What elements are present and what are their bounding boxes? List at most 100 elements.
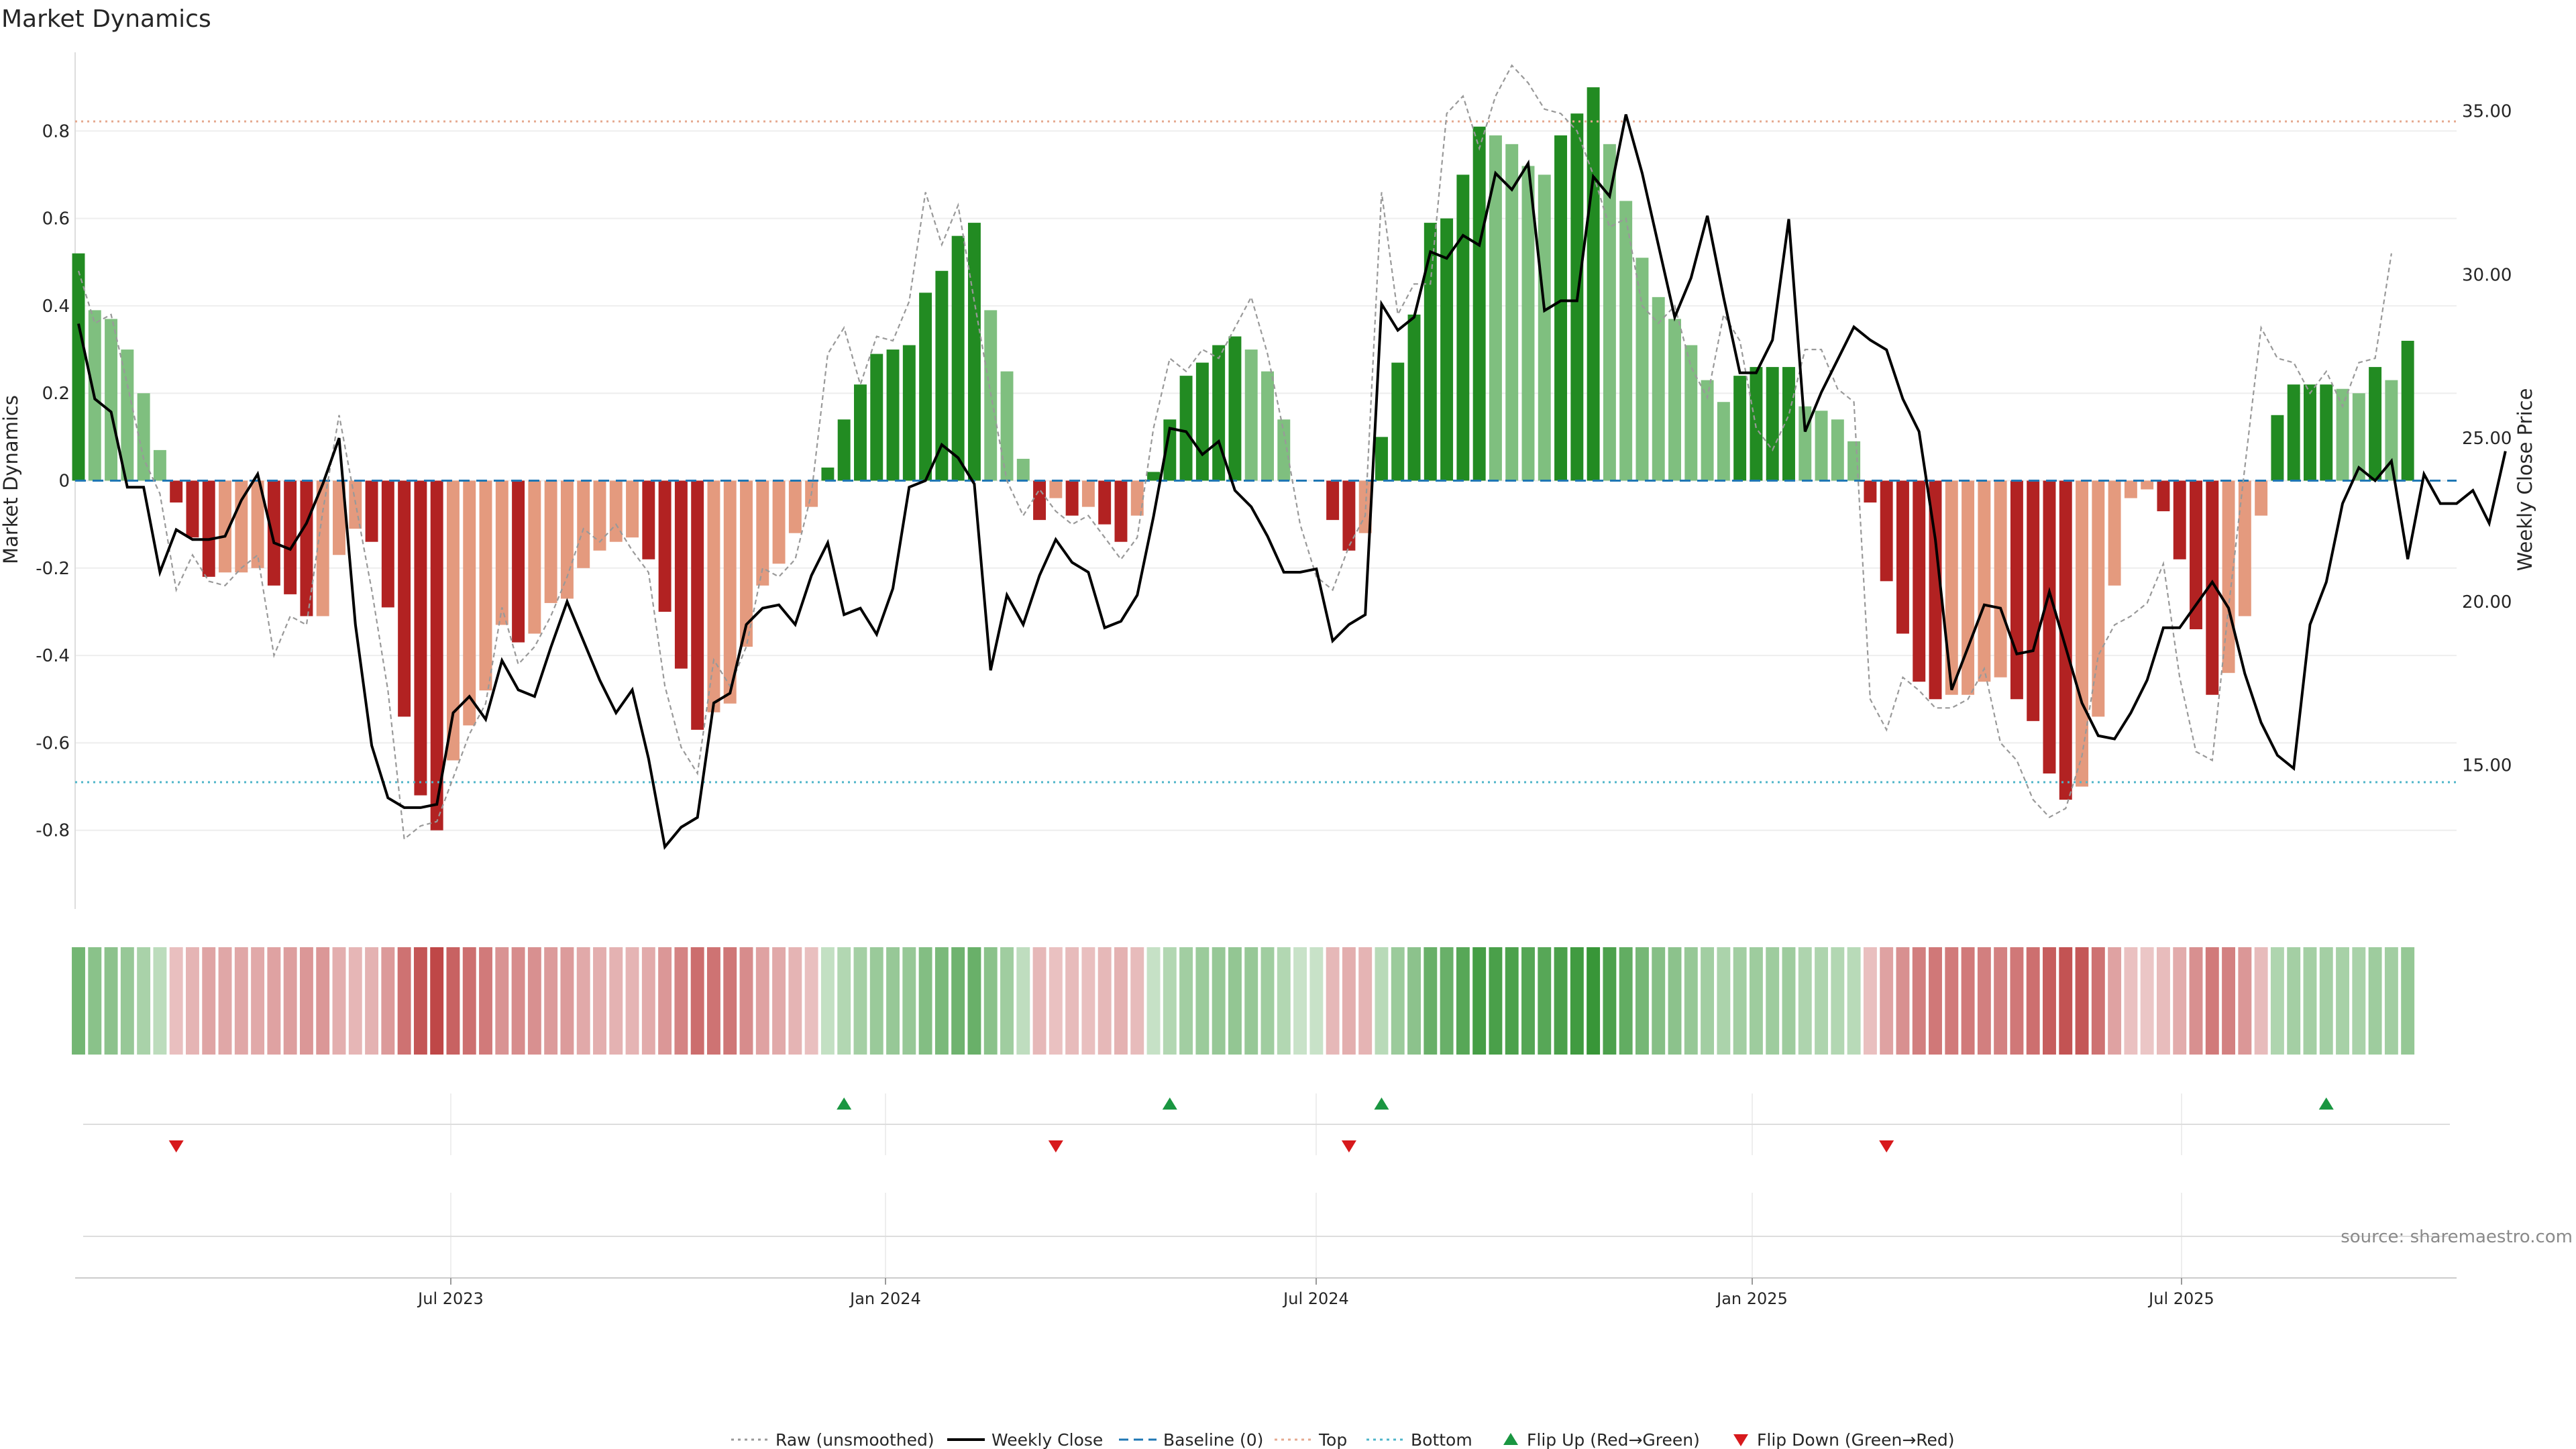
heat-cell bbox=[1701, 947, 1715, 1055]
dynamics-bar bbox=[707, 480, 720, 712]
heat-cell bbox=[902, 947, 916, 1055]
heat-cell bbox=[2319, 947, 2333, 1055]
reference-lines bbox=[75, 120, 2457, 784]
heat-cell bbox=[2254, 947, 2268, 1055]
dynamics-bar bbox=[398, 480, 411, 717]
dynamics-bar bbox=[202, 480, 215, 577]
heat-cell bbox=[2368, 947, 2382, 1055]
legend: Raw (unsmoothed) Weekly Close Baseline (0)… bbox=[731, 1430, 1955, 1449]
heat-cell bbox=[104, 947, 118, 1055]
heat-cell bbox=[1163, 947, 1177, 1055]
dynamics-bar bbox=[72, 253, 85, 481]
y-tick-label: 0.4 bbox=[42, 297, 70, 317]
heat-cell bbox=[1293, 947, 1307, 1055]
dynamics-bar bbox=[2173, 480, 2186, 559]
flip-markers-panel bbox=[83, 1124, 2450, 1237]
heat-cell bbox=[267, 947, 281, 1055]
dynamics-bar bbox=[1130, 480, 1144, 516]
dynamics-bar bbox=[1179, 376, 1193, 481]
heat-cell bbox=[1456, 947, 1470, 1055]
heat-cell bbox=[609, 947, 623, 1055]
dynamics-bar bbox=[1929, 480, 1942, 700]
dynamics-bar bbox=[772, 480, 786, 564]
flip-up-marker bbox=[2318, 1097, 2334, 1110]
dynamics-bars bbox=[72, 87, 2414, 830]
heat-cell bbox=[1749, 947, 1763, 1055]
legend-item: Flip Down (Green→Red) bbox=[1733, 1430, 1955, 1449]
dynamics-bar bbox=[560, 480, 574, 599]
dynamics-bar bbox=[137, 393, 150, 481]
legend-item: Top bbox=[1275, 1430, 1347, 1449]
heat-cell bbox=[169, 947, 183, 1055]
heat-cell bbox=[690, 947, 704, 1055]
x-axis-ticks: Jul 2023 Jan 2024 Jul 2024 Jan 2025 Jul 2025 bbox=[417, 1278, 2214, 1308]
heat-cell bbox=[658, 947, 672, 1055]
x-tick-label: Jan 2025 bbox=[1715, 1289, 1788, 1308]
heat-cell bbox=[2303, 947, 2317, 1055]
dynamics-bar bbox=[577, 480, 590, 568]
heat-cell bbox=[1847, 947, 1861, 1055]
dynamics-bar bbox=[740, 480, 753, 647]
dynamics-bar bbox=[658, 480, 672, 612]
dynamics-bar bbox=[2287, 384, 2300, 481]
dynamics-bar bbox=[1880, 480, 1893, 582]
heat-cell bbox=[479, 947, 492, 1055]
legend-label: Weekly Close bbox=[991, 1430, 1103, 1449]
heat-cell bbox=[1538, 947, 1552, 1055]
dynamics-bar bbox=[1391, 362, 1405, 481]
legend-down-triangle-icon bbox=[1733, 1434, 1748, 1446]
legend-label: Bottom bbox=[1411, 1430, 1472, 1449]
heat-cell bbox=[1929, 947, 1942, 1055]
heat-cell bbox=[1065, 947, 1079, 1055]
heat-cell bbox=[1260, 947, 1275, 1055]
legend-item: Bottom bbox=[1366, 1430, 1472, 1449]
legend-item: Flip Up (Red→Green) bbox=[1503, 1430, 1700, 1449]
y-tick-label: 0.8 bbox=[42, 121, 70, 142]
dynamics-bar bbox=[2336, 388, 2349, 481]
dynamics-bar bbox=[1228, 336, 1242, 481]
heat-cell bbox=[1798, 947, 1812, 1055]
flip-down-marker bbox=[1879, 1140, 1894, 1152]
dynamics-bar bbox=[854, 384, 867, 481]
flip-markers bbox=[168, 1097, 2334, 1152]
heat-cell bbox=[674, 947, 688, 1055]
heat-cell bbox=[837, 947, 851, 1055]
heat-cell bbox=[2336, 947, 2349, 1055]
heat-cell bbox=[2401, 947, 2415, 1055]
dynamics-bar bbox=[1489, 135, 1502, 481]
heat-cell bbox=[544, 947, 558, 1055]
dynamics-bar bbox=[919, 292, 932, 481]
dynamics-bar bbox=[381, 480, 394, 608]
dynamics-bar bbox=[430, 480, 443, 830]
dynamics-bar bbox=[788, 480, 802, 533]
flip-down-marker bbox=[1341, 1140, 1356, 1152]
dynamics-bar bbox=[528, 480, 541, 634]
dynamics-bar bbox=[1244, 350, 1258, 481]
heat-cell bbox=[1896, 947, 1910, 1055]
heat-cell bbox=[951, 947, 965, 1055]
weekly-close-line bbox=[77, 114, 2507, 850]
dynamics-bar bbox=[2059, 480, 2072, 800]
heat-cell bbox=[1587, 947, 1601, 1055]
dynamics-bar bbox=[1098, 480, 1112, 525]
dynamics-bar bbox=[2092, 480, 2105, 717]
heat-cell bbox=[1179, 947, 1193, 1055]
dynamics-bar bbox=[1000, 371, 1014, 481]
heat-cell bbox=[137, 947, 151, 1055]
regime-heat-strip bbox=[72, 947, 2415, 1055]
y2-axis-ticks: 15.00 20.00 25.00 30.00 35.00 bbox=[2462, 102, 2512, 776]
dynamics-bar bbox=[1733, 376, 1747, 481]
heat-cell bbox=[1342, 947, 1356, 1055]
dynamics-bar bbox=[1472, 126, 1486, 481]
y2-axis-label: Weekly Close Price bbox=[2514, 388, 2536, 572]
dynamics-bar bbox=[1147, 472, 1161, 481]
heat-cell bbox=[1554, 947, 1568, 1055]
dynamics-bar bbox=[1831, 419, 1844, 481]
heat-cell bbox=[332, 947, 346, 1055]
dynamics-bar bbox=[2238, 480, 2251, 616]
legend-label: Baseline (0) bbox=[1163, 1430, 1263, 1449]
heat-cell bbox=[1391, 947, 1405, 1055]
dynamics-bar bbox=[2141, 480, 2154, 490]
heat-cell bbox=[1684, 947, 1698, 1055]
